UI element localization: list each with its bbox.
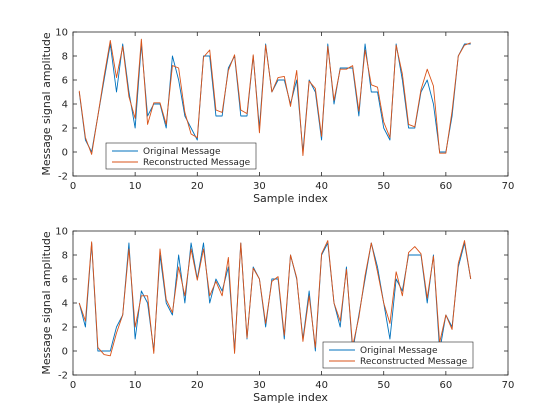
x-tick-label: 20 — [191, 181, 204, 192]
y-tick-label: 2 — [62, 323, 68, 334]
series-line-reconstructed — [78, 240, 472, 357]
x-tick-label: 0 — [70, 181, 76, 192]
x-tick-label: 40 — [315, 181, 328, 192]
y-axis-label: Message signal amplitude — [40, 32, 53, 176]
y-tick-label: 0 — [62, 347, 68, 358]
x-tick-label: 30 — [253, 380, 266, 391]
x-tick-label: 70 — [502, 380, 515, 391]
y-tick-label: 8 — [62, 52, 68, 63]
y-tick-label: 6 — [62, 76, 68, 87]
y-tick-label: 6 — [62, 275, 68, 286]
y-tick-label: 4 — [62, 299, 68, 310]
y-tick-label: 10 — [55, 28, 68, 39]
legend-label: Reconstructed Message — [143, 158, 251, 168]
x-tick-label: 0 — [70, 380, 76, 391]
y-tick-label: 10 — [55, 227, 68, 238]
legend-box — [105, 142, 257, 170]
series-line-reconstructed — [78, 38, 471, 157]
y-tick-label: -2 — [58, 371, 68, 382]
y-tick-label: 4 — [62, 100, 68, 111]
x-tick-label: 50 — [377, 380, 390, 391]
legend-label: Original Message — [143, 147, 221, 157]
y-axis-label: Message signal amplitude — [40, 231, 53, 375]
legend-label: Reconstructed Message — [360, 357, 468, 367]
x-tick-label: 30 — [253, 181, 266, 192]
x-tick-label: 10 — [129, 380, 142, 391]
x-tick-label: 60 — [439, 380, 452, 391]
x-tick-label: 20 — [191, 380, 204, 391]
y-tick-label: 2 — [62, 124, 68, 135]
x-tick-label: 50 — [377, 181, 390, 192]
x-tick-label: 40 — [315, 380, 328, 391]
legend-label: Original Message — [360, 346, 438, 356]
x-tick-label: 60 — [439, 181, 452, 192]
legend-box — [322, 341, 474, 369]
x-axis-label: Sample index — [253, 192, 328, 205]
y-tick-label: 8 — [62, 251, 68, 262]
y-tick-label: -2 — [58, 172, 68, 183]
x-axis-label: Sample index — [253, 391, 328, 404]
x-tick-label: 10 — [129, 181, 142, 192]
y-tick-label: 0 — [62, 148, 68, 159]
x-tick-label: 70 — [502, 181, 515, 192]
